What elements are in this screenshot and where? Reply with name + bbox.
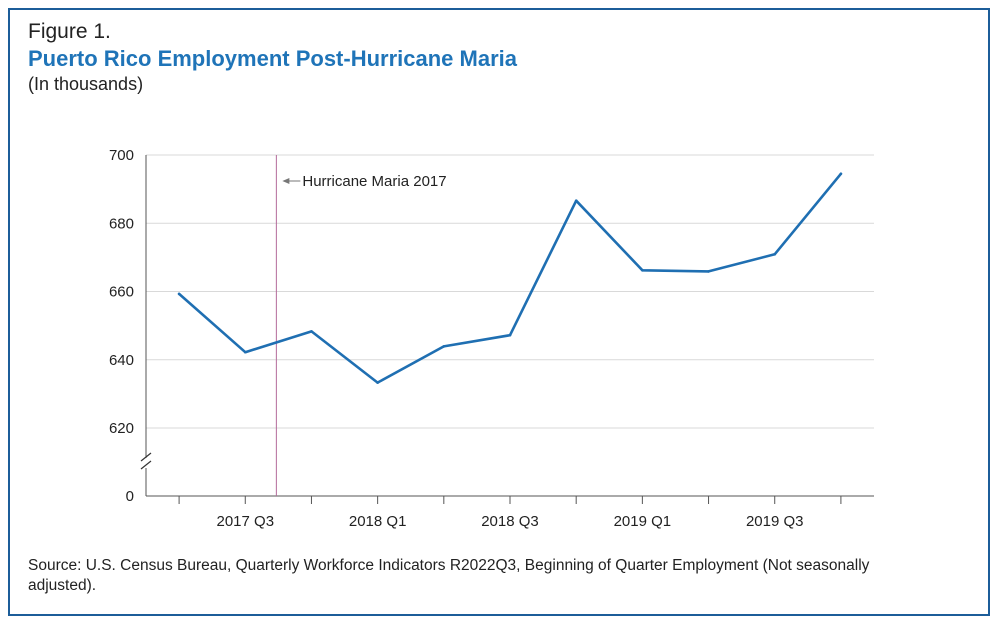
data-point <box>707 270 710 273</box>
x-tick-label: 2017 Q3 <box>216 513 274 530</box>
y-tick-label: 620 <box>109 420 134 437</box>
data-point <box>376 381 379 384</box>
annotation-arrowhead <box>282 178 290 184</box>
data-point <box>641 269 644 272</box>
chart-subtitle: (In thousands) <box>28 74 144 94</box>
chart-title: Puerto Rico Employment Post-Hurricane Ma… <box>28 46 517 71</box>
data-point <box>310 330 313 333</box>
figure-frame <box>8 8 990 616</box>
y-tick-label: 700 <box>109 147 134 164</box>
y-tick-label: 640 <box>109 352 134 369</box>
source-note: Source: U.S. Census Bureau, Quarterly Wo… <box>28 557 870 594</box>
annotation-label: Hurricane Maria 2017 <box>302 173 446 190</box>
data-point <box>177 292 181 296</box>
axis-break-mark <box>140 460 152 470</box>
figure-label: Figure 1. <box>28 20 111 43</box>
x-tick-label: 2018 Q3 <box>481 513 539 530</box>
y-tick-label: 680 <box>109 215 134 232</box>
data-point <box>244 350 247 354</box>
x-tick-label: 2019 Q1 <box>614 513 672 530</box>
axis-break-mark <box>140 452 152 462</box>
data-point <box>839 172 843 176</box>
annotation: Hurricane Maria 2017 <box>275 155 447 496</box>
data-point <box>574 199 578 202</box>
tick-labels: 700 680 660 640 620 0 2017 Q3 2018 Q1 2018 Q3 201… <box>109 147 804 530</box>
data-point <box>442 345 446 348</box>
data-point <box>773 253 776 256</box>
y-tick-label: 660 <box>109 284 134 301</box>
series-line <box>177 172 843 384</box>
y-tick-label: 0 <box>126 488 134 505</box>
grid-lines <box>146 154 874 429</box>
axes <box>140 155 874 504</box>
x-tick-label: 2019 Q3 <box>746 513 804 530</box>
series-layer <box>177 172 843 384</box>
data-point <box>508 333 512 337</box>
x-tick-label: 2018 Q1 <box>349 513 407 530</box>
